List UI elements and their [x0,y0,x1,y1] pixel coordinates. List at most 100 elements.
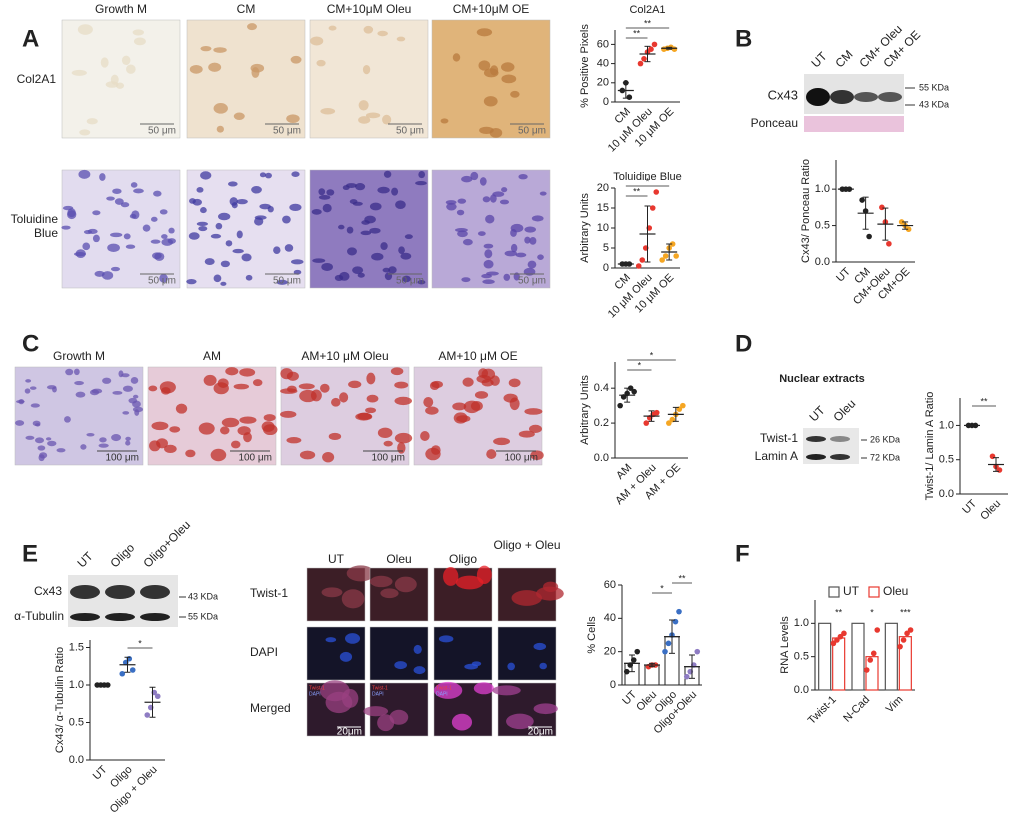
cell [200,171,212,180]
data-point [639,257,646,263]
significance-label: ** [980,396,988,406]
cell [67,208,76,218]
image [433,626,493,681]
y-axis-label: Arbitrary Units [579,193,591,263]
cell [358,100,369,111]
y-axis-label: Arbitrary Units [579,375,591,445]
marker-label: 43 KDa [919,99,949,109]
cell [73,368,80,376]
cell [71,69,87,76]
cell [400,252,412,260]
cell [347,247,357,256]
cell [30,403,40,408]
column-label-box: Oligo + Oleu [493,538,560,552]
blot-label: Cx43 [768,87,798,102]
x-tick-label: UT [960,497,979,516]
y-tick-label: 40 [604,612,616,624]
bar [898,636,912,691]
cell [87,228,98,234]
cell [383,440,393,447]
cell [369,575,393,588]
cell [232,248,244,254]
significance-label: ** [835,608,843,618]
image [497,626,557,681]
cell [310,36,324,46]
cell [346,565,375,582]
cell [462,377,474,387]
band [70,613,100,621]
cell [341,589,365,609]
blot-label: Twist-1 [760,431,798,445]
cell [132,29,145,36]
y-tick-label: 60 [597,38,609,50]
cell [524,408,543,415]
cell [339,392,349,403]
blot-label: Lamin A [755,449,798,463]
cell [225,240,233,247]
cell [326,189,335,196]
cell [118,370,124,378]
cell [490,375,500,386]
cell [339,271,350,281]
cell [362,64,371,75]
cell [318,195,331,200]
cell [434,681,463,699]
column-label: AM [203,349,221,363]
band [830,454,850,460]
cell [102,377,112,384]
cell [227,181,238,187]
scale-bar-label: 50 μm [396,126,424,137]
bar [851,622,865,691]
cell [148,385,158,392]
cell [504,250,517,257]
band [830,436,850,442]
lane-label: Oligo [107,540,137,570]
scale-bar-label: 100 μm [504,453,538,464]
y-tick-label: 0.2 [594,417,609,429]
cell [15,420,25,426]
cell [529,236,537,245]
cell [365,112,381,119]
cell [291,171,300,177]
column-label: Oligo [449,552,477,566]
cell [91,388,103,394]
y-tick-label: 1.0 [69,679,84,691]
marker-label: 72 KDa [870,452,900,462]
lane-label: UT [806,403,828,425]
cell [61,225,71,230]
cell [154,252,165,261]
data-point [989,453,996,460]
data-point [662,253,669,259]
data-point [673,253,679,259]
data-point [129,667,136,673]
cell [167,238,176,244]
data-point [635,263,642,269]
cell [210,233,222,239]
cell [454,227,468,233]
cell [455,575,484,590]
lane-label: UT [74,549,96,571]
cell [161,387,171,395]
cell [482,196,491,203]
cell [389,709,409,725]
legend-swatch [828,586,840,598]
cell [220,426,230,435]
cell [185,449,196,458]
inset-label: DAPI [436,691,448,697]
y-axis-label: % Cells [586,616,598,654]
cell [86,118,98,125]
data-point [666,420,672,426]
lane-label: CM [832,47,855,70]
cell [508,378,521,388]
scale-bar-label: 50 μm [396,276,424,287]
cell [477,231,486,236]
cell [196,221,209,227]
cell [486,449,497,460]
band [806,454,826,460]
cell [501,62,515,72]
cell [451,713,473,731]
cell [395,200,406,209]
cell [111,434,122,442]
cell [528,424,542,433]
panel-letter: C [22,330,39,357]
